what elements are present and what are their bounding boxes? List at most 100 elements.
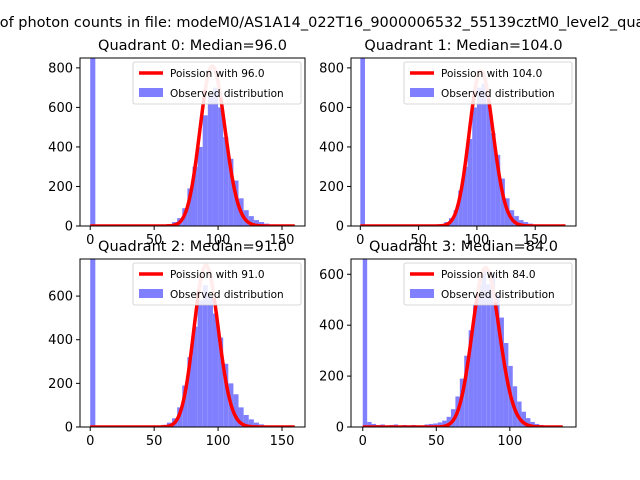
histogram-bar (442, 420, 447, 427)
histogram-bar (476, 87, 482, 226)
x-tick-label: 100 (206, 434, 231, 449)
axes-frame (350, 258, 577, 428)
y-tick-label: 800 (319, 61, 344, 76)
histogram-bar (458, 190, 463, 226)
histogram-bar (223, 137, 229, 226)
legend-poisson-label: Poission with 84.0 (441, 269, 536, 281)
legend: Poission with 96.0 Observed distribution (132, 61, 302, 105)
figure-suptitle: Histograms of photon counts in file: mod… (0, 15, 640, 31)
legend-box (132, 262, 302, 306)
histogram-bar (218, 337, 224, 427)
x-tick-label: 50 (146, 434, 163, 449)
x-tick-label: 150 (270, 434, 295, 449)
axes-frame (350, 57, 577, 227)
histogram-bar (367, 421, 372, 427)
histogram-bar (202, 115, 208, 226)
y-tick-label: 800 (48, 61, 73, 76)
histogram-bar (233, 180, 239, 226)
axes-frame (79, 57, 306, 227)
quadrant-title: Quadrant 0: Median=96.0 (98, 38, 287, 54)
y-tick-label: 600 (319, 268, 344, 283)
histogram-bar (467, 139, 473, 226)
histogram-bar (223, 363, 229, 427)
histogram-bar (503, 343, 509, 427)
x-tick-label: 50 (146, 233, 163, 248)
axes-frame (79, 258, 306, 428)
quadrant-title: Quadrant 1: Median=104.0 (364, 38, 562, 54)
legend-box (403, 61, 573, 105)
x-tick-label: 100 (497, 434, 522, 449)
histogram-bar (500, 178, 505, 226)
histogram-bar (187, 357, 193, 427)
y-tick-label: 200 (48, 180, 73, 195)
histogram-bar (228, 158, 234, 226)
histogram-bar (499, 317, 504, 427)
y-tick-label: 200 (48, 377, 73, 392)
x-tick-label: 0 (359, 434, 367, 449)
histogram-bar (362, 259, 368, 427)
x-tick-label: 0 (86, 434, 94, 449)
y-tick-label: 200 (319, 180, 344, 195)
y-tick-label: 400 (48, 140, 73, 155)
x-tick-label: 0 (356, 233, 364, 248)
histogram-bar (258, 222, 265, 226)
y-tick-label: 200 (319, 370, 344, 385)
quadrant-1-panel: 0 50 100 150 0 200 400 600 800 Quadrant 1: Median… (319, 38, 577, 248)
histogram-bar (360, 58, 365, 226)
histogram-bar (90, 58, 96, 226)
legend-poisson-label: Poission with 91.0 (170, 269, 265, 281)
x-tick-label: 50 (410, 233, 427, 248)
x-tick-label: 150 (270, 233, 295, 248)
quadrant-3-plot-area (362, 259, 564, 427)
histogram-bar (462, 166, 468, 226)
histogram-bar (518, 220, 524, 226)
histogram-bar (197, 300, 203, 427)
legend-observed-label: Observed distribution (170, 88, 284, 100)
x-tick-label: 0 (86, 233, 94, 248)
y-tick-label: 400 (319, 140, 344, 155)
histogram-bar (253, 220, 259, 226)
histogram-bar (197, 146, 203, 226)
histogram-bar (490, 133, 496, 226)
x-tick-label: 100 (464, 233, 489, 248)
x-tick-label: 50 (428, 434, 445, 449)
histogram-bar (464, 355, 469, 427)
y-tick-label: 400 (319, 319, 344, 334)
legend-box (403, 262, 573, 306)
quadrant-2-panel: 0 50 100 150 0 200 400 600 Quadrant 2: Median=91… (48, 239, 306, 449)
quadrant-0-panel: 0 50 100 150 0 200 400 600 800 Quadrant 0: Median… (48, 38, 306, 248)
legend-observed-label: Observed distribution (441, 88, 555, 100)
legend-observed-label: Observed distribution (170, 289, 284, 301)
histogram-bar (202, 285, 208, 427)
histogram-bar (248, 419, 254, 427)
histogram-bar (453, 210, 459, 226)
histogram-bar (521, 411, 526, 427)
histogram-bar (437, 422, 443, 427)
histogram-bar (207, 95, 213, 226)
histogram-bar (473, 304, 478, 427)
histogram-bar (530, 421, 535, 427)
legend-poisson-label: Poission with 96.0 (170, 68, 265, 80)
y-tick-label: 600 (48, 290, 73, 305)
histogram-bar (212, 313, 219, 427)
histogram-bar (477, 284, 482, 427)
y-tick-label: 0 (336, 220, 344, 235)
histogram-bar (182, 385, 188, 427)
y-tick-label: 400 (48, 333, 73, 348)
quadrant-3-panel: 0 50 100 0 200 400 600 Quadrant 3: Median=84.0 P… (319, 239, 577, 449)
histogram-bar (486, 103, 491, 226)
legend-observed-swatch (139, 289, 163, 298)
y-tick-label: 0 (65, 220, 73, 235)
legend-observed-swatch (410, 88, 434, 97)
y-tick-label: 600 (319, 101, 344, 116)
histogram-bar (218, 107, 224, 226)
histogram-bar (238, 407, 244, 427)
histogram-bar (253, 422, 259, 427)
histogram-bar (495, 154, 501, 226)
histogram-bar (233, 394, 239, 427)
legend-poisson-label: Poission with 104.0 (441, 68, 542, 80)
histogram-bar (243, 415, 249, 427)
histogram-bar (468, 330, 474, 427)
quadrant-title: Quadrant 3: Median=84.0 (369, 239, 558, 255)
